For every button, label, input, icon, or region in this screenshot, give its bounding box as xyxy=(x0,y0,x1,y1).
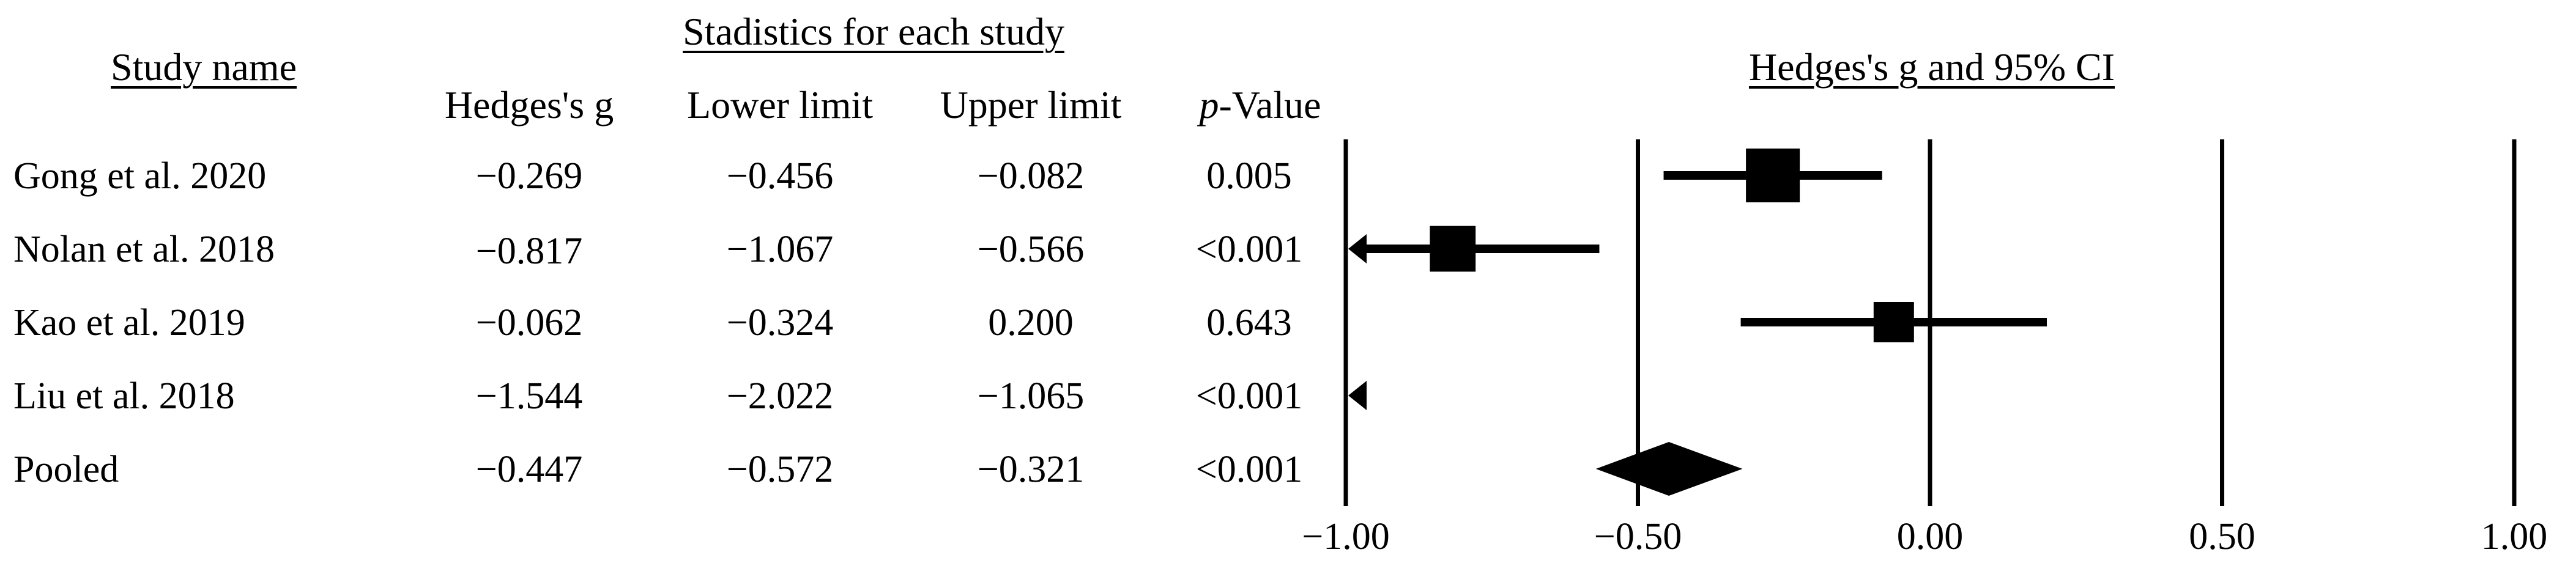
row-lower-limit: −1.067 xyxy=(726,229,834,270)
row-study-name: Gong et al. 2020 xyxy=(13,155,267,197)
header-p-suffix: -Value xyxy=(1219,83,1321,127)
header-upper-limit: Upper limit xyxy=(940,83,1122,127)
ci-arrow-left xyxy=(1348,381,1367,410)
row-lower-limit: −0.456 xyxy=(726,155,834,197)
row-upper-limit: −0.321 xyxy=(977,449,1085,490)
row-hedges-g: −0.269 xyxy=(475,155,583,197)
row-study-name: Nolan et al. 2018 xyxy=(13,229,275,270)
row-lower-limit: −0.572 xyxy=(726,449,834,490)
header-lower-limit: Lower limit xyxy=(687,83,873,127)
row-upper-limit: 0.200 xyxy=(988,302,1074,344)
x-tick-label: 0.50 xyxy=(2189,516,2255,557)
row-study-name: Liu et al. 2018 xyxy=(13,375,235,417)
row-p-value: <0.001 xyxy=(1195,375,1303,417)
pooled-diamond xyxy=(1595,442,1743,496)
row-p-value: 0.643 xyxy=(1206,302,1292,344)
row-study-name-pooled: Pooled xyxy=(13,449,119,490)
header-plot-title: Hedges's g and 95% CI xyxy=(1748,45,2115,89)
row-hedges-g: −0.447 xyxy=(475,449,583,490)
effect-square xyxy=(1746,149,1800,202)
x-tick-label: 0.00 xyxy=(1897,516,1964,557)
effect-square xyxy=(1430,226,1476,272)
row-hedges-g: −1.544 xyxy=(475,375,583,417)
x-tick-label: −0.50 xyxy=(1594,516,1682,557)
header-hedges-g: Hedges's g xyxy=(444,83,614,127)
header-study-name: Study name xyxy=(111,45,297,89)
header-p-value: p-Value xyxy=(1199,86,1321,125)
row-hedges-g: −0.817 xyxy=(475,230,583,272)
x-tick-label: 1.00 xyxy=(2481,516,2548,557)
x-tick-label: −1.00 xyxy=(1302,516,1389,557)
row-p-value: <0.001 xyxy=(1195,449,1303,490)
header-p-symbol: p xyxy=(1199,83,1219,127)
row-upper-limit: −1.065 xyxy=(977,375,1085,417)
row-lower-limit: −0.324 xyxy=(726,302,834,344)
row-upper-limit: −0.082 xyxy=(977,155,1085,197)
row-p-value: <0.001 xyxy=(1195,229,1303,270)
row-lower-limit: −2.022 xyxy=(726,375,834,417)
row-study-name: Kao et al. 2019 xyxy=(13,302,245,344)
effect-square xyxy=(1873,302,1914,342)
row-upper-limit: −0.566 xyxy=(977,229,1085,270)
row-p-value: 0.005 xyxy=(1206,155,1292,197)
header-stats-group: Stadistics for each study xyxy=(683,10,1064,53)
row-hedges-g: −0.062 xyxy=(475,302,583,344)
ci-arrow-left xyxy=(1348,234,1367,263)
